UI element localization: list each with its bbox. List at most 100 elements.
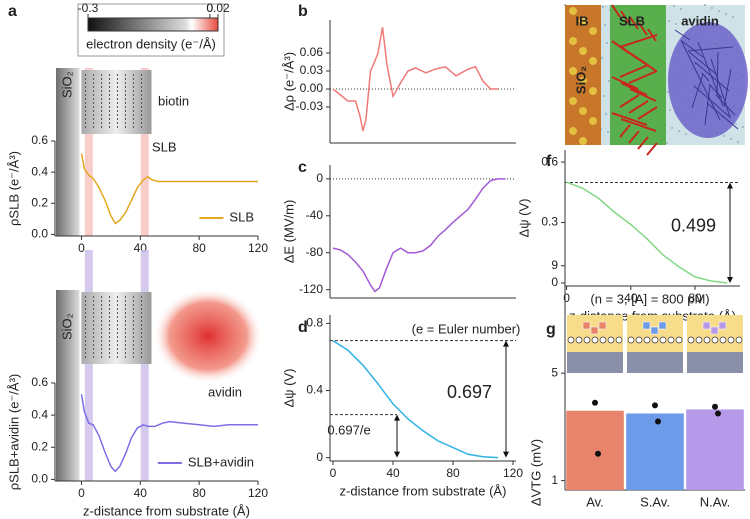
lipid-strand — [637, 136, 649, 150]
lipid-strand — [638, 22, 648, 36]
protein-icon — [718, 321, 727, 330]
protein-strand — [697, 41, 724, 107]
panel-label: a — [8, 3, 17, 20]
panel-label: b — [298, 3, 308, 20]
sio2-atom — [579, 47, 587, 55]
colorbar-tick-label: -0.3 — [78, 1, 99, 15]
protein-strand — [694, 61, 697, 65]
x-tick-label: 80 — [688, 291, 702, 305]
protein-strand — [691, 73, 704, 109]
md-speck — [604, 24, 606, 26]
lipid-strand — [620, 118, 657, 132]
sio2-atom — [579, 77, 587, 85]
data-point — [655, 418, 661, 425]
sio2-atom — [569, 37, 577, 45]
data-point — [652, 402, 658, 409]
md-speck — [685, 133, 687, 135]
protein-strand — [708, 83, 723, 99]
colorbar-label: electron density (e⁻/Å) — [86, 36, 216, 51]
protein-strand — [681, 40, 704, 58]
md-speck — [680, 8, 682, 10]
lipid-head — [695, 336, 703, 344]
legend-label: SLB — [229, 209, 254, 224]
avidin-protein — [153, 288, 263, 384]
sio2-atom — [579, 107, 587, 115]
lipid-head — [583, 336, 591, 344]
protein-strand — [701, 72, 710, 82]
md-speck — [671, 127, 673, 129]
lipid-head — [599, 336, 607, 344]
lipid-head — [635, 336, 643, 344]
x-tick-label: 120 — [503, 466, 523, 480]
sio2-atom — [589, 117, 597, 125]
y-tick-label: -80 — [306, 245, 324, 259]
lipid-strand — [628, 100, 649, 114]
lipid-strand — [619, 34, 658, 48]
y-axis-label: Δρ (e⁻/Å³) — [281, 52, 296, 111]
annotation: (e = Euler number) — [412, 321, 521, 336]
lipid-head — [591, 336, 599, 344]
y-tick-label: 0.3 — [541, 215, 558, 229]
data-line — [332, 178, 506, 293]
md-speck — [704, 4, 706, 6]
md-speck — [667, 91, 669, 93]
bar — [686, 409, 744, 490]
sio2-atom — [579, 17, 587, 25]
md-speck — [669, 109, 671, 111]
y-tick-label: 0.6 — [31, 133, 48, 147]
panel-label: d — [298, 319, 308, 336]
panel-label: f — [546, 153, 552, 170]
protein-icon — [598, 321, 607, 330]
sio2-block — [56, 68, 80, 236]
lipid-strand — [619, 124, 631, 138]
md-speck — [735, 123, 737, 125]
md-speck — [732, 16, 734, 18]
protein-icon — [650, 326, 659, 335]
reference-label: 0.499 — [671, 215, 716, 235]
data-point — [712, 403, 718, 410]
lipid-head — [615, 336, 623, 344]
sio2-atom — [569, 127, 577, 135]
md-speck — [673, 5, 675, 7]
md-label: SiO₂ — [573, 66, 588, 94]
y-tick-label: 0.4 — [31, 164, 48, 178]
md-speck — [602, 6, 604, 8]
y-tick-label: 1 — [551, 473, 558, 487]
x-tick-label: 80 — [192, 486, 206, 500]
lipid-head — [651, 336, 659, 344]
colorbar — [87, 17, 219, 32]
y-tick-label: 9 — [551, 258, 558, 272]
sio2-atom — [589, 57, 597, 65]
bar — [626, 413, 684, 490]
highlight-band — [140, 68, 149, 236]
protein-strand — [716, 51, 719, 97]
sio2-atom — [569, 7, 577, 15]
sio2-atom — [589, 87, 597, 95]
lipid-head — [735, 336, 743, 344]
y-tick-label: 0.0 — [31, 227, 48, 241]
x-tick-label: N.Av. — [700, 494, 731, 509]
reference-label: 0.697/e — [327, 423, 370, 438]
data-line — [332, 340, 499, 459]
lipid-strand — [629, 16, 639, 30]
y-tick-label: 0.6 — [31, 375, 48, 389]
annotation: SiO₂ — [59, 313, 74, 340]
x-axis-label: z-distance from substrate (Å) — [340, 483, 507, 498]
md-speck — [678, 130, 680, 132]
y-axis-label: ρSLB (e⁻/Å³) — [6, 151, 21, 226]
y-tick-label: 0.06 — [300, 45, 324, 59]
y-tick-label: 0.4 — [306, 383, 323, 397]
lipid-head — [575, 336, 583, 344]
protein-strand — [715, 94, 736, 116]
y-tick-label: 0.8 — [306, 316, 323, 330]
sio2-atom — [569, 97, 577, 105]
protein-strand — [695, 62, 730, 92]
y-tick-label: -0.03 — [296, 99, 324, 113]
md-speck — [675, 23, 677, 25]
y-tick-label: 5 — [551, 365, 558, 379]
annotation: SLB — [152, 139, 177, 154]
y-tick-label: 0.2 — [31, 195, 48, 209]
highlight-band — [140, 250, 149, 481]
lipid-head — [627, 336, 635, 344]
colorbar-tick-label: 0 — [207, 1, 214, 15]
